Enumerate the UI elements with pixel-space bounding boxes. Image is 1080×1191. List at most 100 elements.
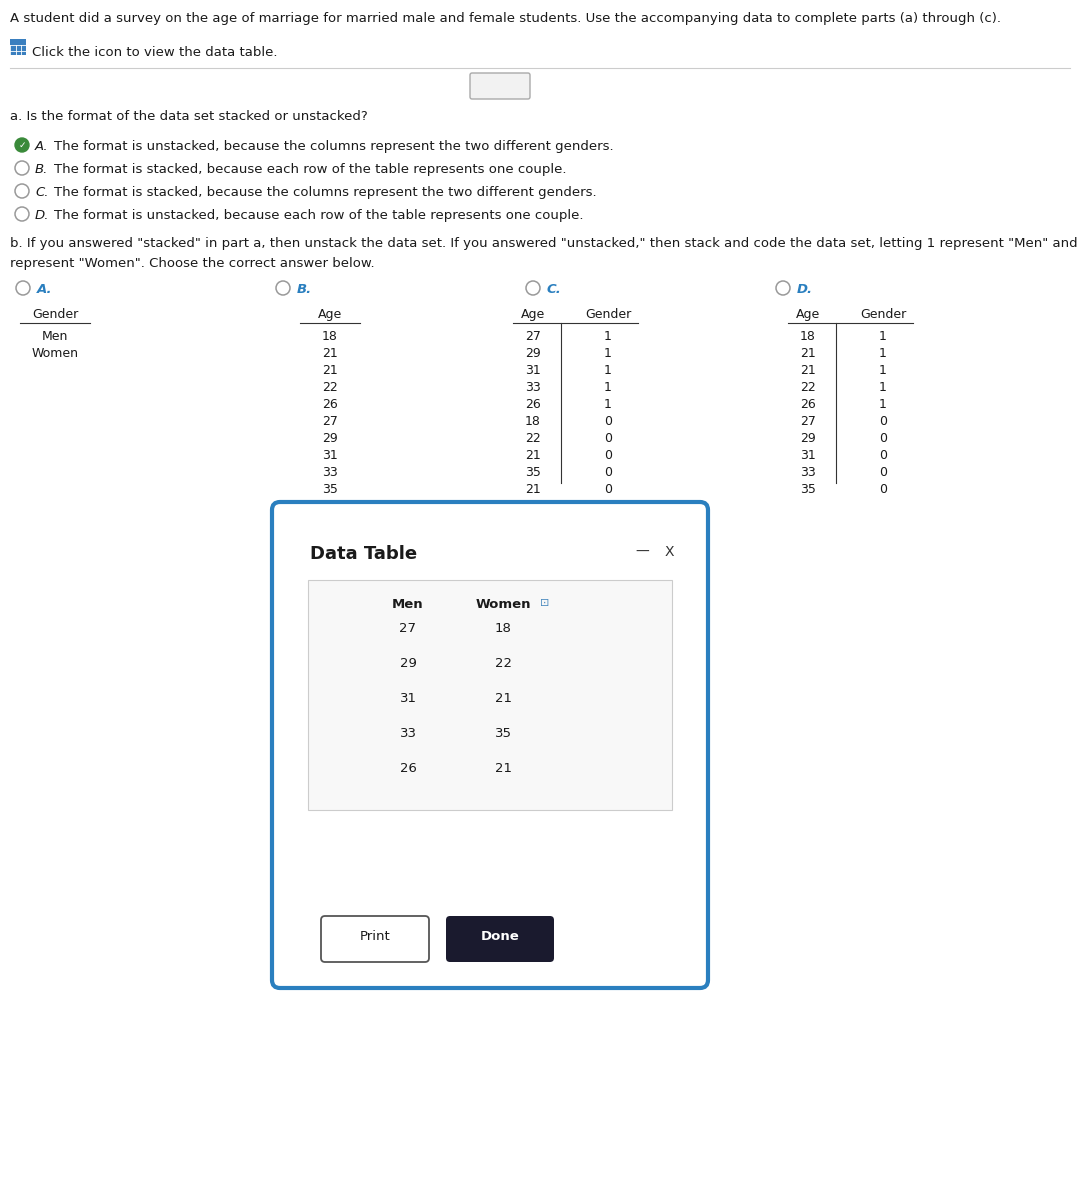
Text: The format is stacked, because each row of the table represents one couple.: The format is stacked, because each row … [54, 163, 567, 176]
FancyBboxPatch shape [272, 501, 708, 989]
Text: 21: 21 [525, 449, 541, 462]
Text: A.: A. [37, 283, 53, 297]
Text: The format is unstacked, because the columns represent the two different genders: The format is unstacked, because the col… [54, 141, 613, 152]
Text: Gender: Gender [860, 308, 906, 322]
Text: 22: 22 [322, 381, 338, 394]
Text: 0: 0 [604, 432, 612, 445]
Text: Click the icon to view the data table.: Click the icon to view the data table. [32, 46, 278, 60]
Text: 1: 1 [604, 364, 612, 378]
Text: Gender: Gender [585, 308, 631, 322]
Text: B.: B. [35, 163, 49, 176]
Text: D.: D. [797, 283, 813, 297]
Text: A student did a survey on the age of marriage for married male and female studen: A student did a survey on the age of mar… [10, 12, 1001, 25]
Text: 31: 31 [400, 692, 417, 705]
Text: The format is stacked, because the columns represent the two different genders.: The format is stacked, because the colum… [54, 186, 596, 199]
Text: Gender: Gender [32, 308, 78, 322]
Text: b. If you answered "stacked" in part a, then unstack the data set. If you answer: b. If you answered "stacked" in part a, … [10, 237, 1080, 250]
Circle shape [15, 138, 29, 152]
Text: 29: 29 [400, 657, 417, 671]
Text: C.: C. [546, 283, 562, 297]
Text: 0: 0 [604, 449, 612, 462]
Text: represent "Women". Choose the correct answer below.: represent "Women". Choose the correct an… [10, 257, 375, 270]
Text: 21: 21 [495, 762, 512, 775]
Text: 26: 26 [400, 762, 417, 775]
Text: D.: D. [35, 208, 50, 222]
Text: 1: 1 [604, 347, 612, 360]
Text: 1: 1 [879, 398, 887, 411]
Text: 0: 0 [879, 449, 887, 462]
Text: 29: 29 [525, 347, 541, 360]
Text: 0: 0 [879, 432, 887, 445]
Text: 27: 27 [400, 622, 417, 635]
Text: 29: 29 [322, 432, 338, 445]
Text: 27: 27 [322, 414, 338, 428]
Text: 33: 33 [525, 381, 541, 394]
Text: 27: 27 [800, 414, 815, 428]
Text: 27: 27 [525, 330, 541, 343]
Text: 21: 21 [525, 484, 541, 495]
Text: 18: 18 [525, 414, 541, 428]
Text: ···: ··· [495, 87, 505, 96]
Text: 21: 21 [800, 347, 815, 360]
FancyBboxPatch shape [308, 580, 672, 810]
FancyBboxPatch shape [10, 39, 26, 55]
Text: X: X [665, 545, 675, 559]
Text: 1: 1 [879, 364, 887, 378]
Text: 35: 35 [495, 727, 512, 740]
Text: 0: 0 [604, 466, 612, 479]
Text: 21: 21 [322, 347, 338, 360]
Text: Men: Men [42, 330, 68, 343]
Text: ⊡: ⊡ [540, 598, 550, 607]
Text: 18: 18 [322, 330, 338, 343]
Text: 18: 18 [495, 622, 512, 635]
Text: 29: 29 [800, 432, 815, 445]
Text: 31: 31 [322, 449, 338, 462]
FancyBboxPatch shape [446, 916, 554, 962]
Text: 33: 33 [800, 466, 815, 479]
Text: The format is unstacked, because each row of the table represents one couple.: The format is unstacked, because each ro… [54, 208, 583, 222]
Text: 33: 33 [322, 466, 338, 479]
Text: Age: Age [796, 308, 820, 322]
Text: 1: 1 [879, 330, 887, 343]
Text: 21: 21 [800, 364, 815, 378]
Text: 26: 26 [322, 398, 338, 411]
Text: B.: B. [297, 283, 312, 297]
Text: 21: 21 [322, 364, 338, 378]
Text: 22: 22 [525, 432, 541, 445]
FancyBboxPatch shape [470, 73, 530, 99]
Text: 21: 21 [495, 692, 512, 705]
Text: 1: 1 [879, 381, 887, 394]
Text: 1: 1 [604, 330, 612, 343]
Text: 33: 33 [400, 727, 417, 740]
Text: 0: 0 [879, 414, 887, 428]
Text: 22: 22 [495, 657, 512, 671]
Text: 1: 1 [604, 398, 612, 411]
Text: 0: 0 [879, 466, 887, 479]
Text: 26: 26 [525, 398, 541, 411]
Text: A.: A. [35, 141, 49, 152]
Text: 35: 35 [322, 484, 338, 495]
Text: Women: Women [31, 347, 79, 360]
Text: 0: 0 [604, 484, 612, 495]
Text: Age: Age [318, 308, 342, 322]
Text: ✓: ✓ [18, 141, 26, 150]
Text: 31: 31 [525, 364, 541, 378]
Text: 26: 26 [800, 398, 815, 411]
Text: Print: Print [360, 930, 390, 943]
Text: 31: 31 [800, 449, 815, 462]
Text: 18: 18 [800, 330, 815, 343]
Text: C.: C. [35, 186, 49, 199]
Text: Men: Men [392, 598, 423, 611]
Text: 35: 35 [800, 484, 815, 495]
Text: a. Is the format of the data set stacked or unstacked?: a. Is the format of the data set stacked… [10, 110, 368, 123]
Text: 22: 22 [800, 381, 815, 394]
Text: 0: 0 [604, 414, 612, 428]
Text: —: — [635, 545, 649, 559]
Text: 1: 1 [879, 347, 887, 360]
Text: 1: 1 [604, 381, 612, 394]
Text: Women: Women [475, 598, 530, 611]
Text: Data Table: Data Table [310, 545, 417, 563]
FancyBboxPatch shape [321, 916, 429, 962]
Text: 0: 0 [879, 484, 887, 495]
Text: Done: Done [481, 930, 519, 943]
